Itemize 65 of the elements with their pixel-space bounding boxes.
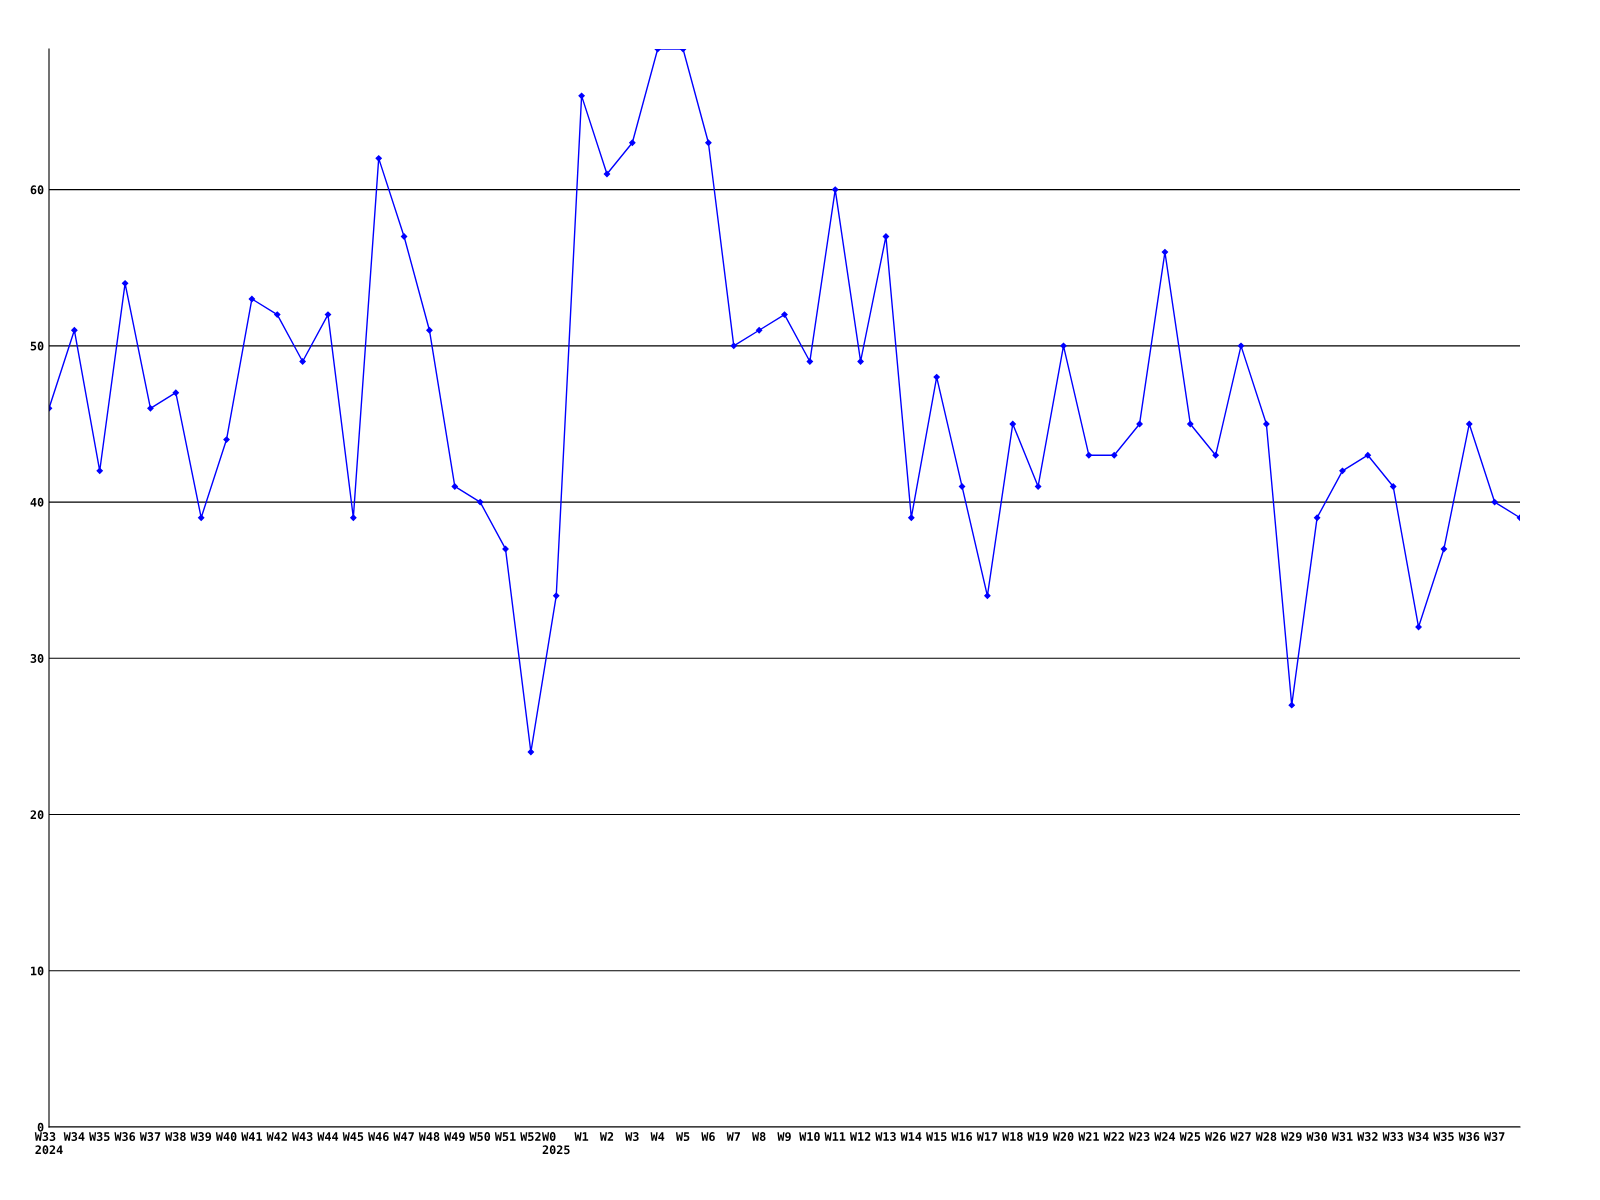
x-tick-label: W19 <box>1027 1132 1049 1142</box>
x-tick-label: W1 <box>574 1132 589 1141</box>
x-tick-label: W35 <box>1433 1132 1454 1141</box>
x-tick-label: W18 <box>1002 1132 1023 1141</box>
x-tick-label: W52 <box>520 1132 541 1141</box>
x-tick-label: W10 <box>799 1132 820 1141</box>
x-tick-label: W35 <box>89 1132 110 1141</box>
x-tick-label: W26 <box>1204 1132 1226 1142</box>
x-tick-label: W41 <box>241 1132 262 1141</box>
x-tick-label: W14 <box>900 1132 922 1141</box>
x-tick-label: W25 <box>1179 1132 1201 1141</box>
x-tick-label: W7 <box>726 1132 740 1141</box>
y-tick-label: 50 <box>30 341 44 351</box>
x-tick-label: W33 <box>1382 1132 1404 1141</box>
x-tick-label: W39 <box>190 1132 212 1142</box>
x-tick-label: W27 <box>1230 1132 1251 1141</box>
x-tick-label: W31 <box>1331 1132 1353 1141</box>
x-tick-label: W20 <box>1052 1132 1074 1141</box>
x-tick-label: W48 <box>418 1132 440 1141</box>
x-tick-label: W4 <box>650 1132 665 1141</box>
x-tick-label: W12 <box>849 1132 871 1141</box>
x-tick-label: W6 <box>701 1132 715 1142</box>
x-tick-label: W17 <box>976 1132 998 1141</box>
x-tick-label: W44 <box>317 1132 339 1141</box>
y-tick-label: 40 <box>30 497 44 507</box>
x-tick-label: W46 <box>368 1132 389 1142</box>
y-tick-label: 30 <box>30 654 44 663</box>
x-tick-label: W40 <box>215 1132 237 1141</box>
x-tick-label: W33 2024 <box>34 1132 63 1155</box>
y-tick-label: 60 <box>30 185 44 195</box>
x-tick-label: W42 <box>266 1132 287 1141</box>
x-tick-label: W45 <box>342 1132 364 1141</box>
x-tick-label: W2 <box>599 1132 614 1141</box>
x-tick-label: W22 <box>1103 1132 1124 1141</box>
x-tick-label: W51 <box>494 1132 516 1141</box>
x-tick-label: W36 <box>1458 1132 1480 1142</box>
x-tick-label: W38 <box>165 1132 186 1141</box>
x-tick-label: W32 <box>1357 1132 1378 1141</box>
x-tick-label: W36 <box>114 1132 136 1142</box>
x-tick-label: W30 <box>1306 1132 1328 1141</box>
x-tick-label: W8 <box>752 1132 766 1141</box>
x-tick-label: W9 <box>777 1132 791 1142</box>
x-tick-label: W34 <box>1407 1132 1429 1141</box>
x-tick-label: W5 <box>675 1132 690 1141</box>
x-tick-label: W49 <box>444 1132 465 1142</box>
x-tick-label: W0 2025 <box>542 1132 570 1155</box>
x-tick-label: W24 <box>1154 1132 1176 1141</box>
x-tick-label: W13 <box>875 1132 896 1141</box>
x-tick-label: W16 <box>951 1132 973 1142</box>
x-tick-label: W29 <box>1281 1132 1302 1142</box>
x-tick-label: W23 <box>1128 1132 1150 1141</box>
x-tick-label: W43 <box>291 1132 313 1141</box>
y-tick-label: 0 <box>37 1122 44 1132</box>
x-tick-label: W34 <box>63 1132 85 1141</box>
y-tick-label: 10 <box>31 966 44 976</box>
y-tick-label: 20 <box>30 810 44 820</box>
x-tick-label: W21 <box>1078 1132 1099 1141</box>
x-tick-label: W37 <box>139 1132 161 1141</box>
x-tick-label: W37 <box>1483 1132 1505 1141</box>
x-tick-label: W15 <box>926 1132 947 1141</box>
x-tick-label: W47 <box>393 1132 414 1141</box>
x-tick-label: W28 <box>1255 1132 1277 1141</box>
x-tick-label: W3 <box>625 1132 639 1141</box>
x-tick-label: W50 <box>469 1132 491 1141</box>
x-tick-label: W11 <box>824 1132 846 1141</box>
